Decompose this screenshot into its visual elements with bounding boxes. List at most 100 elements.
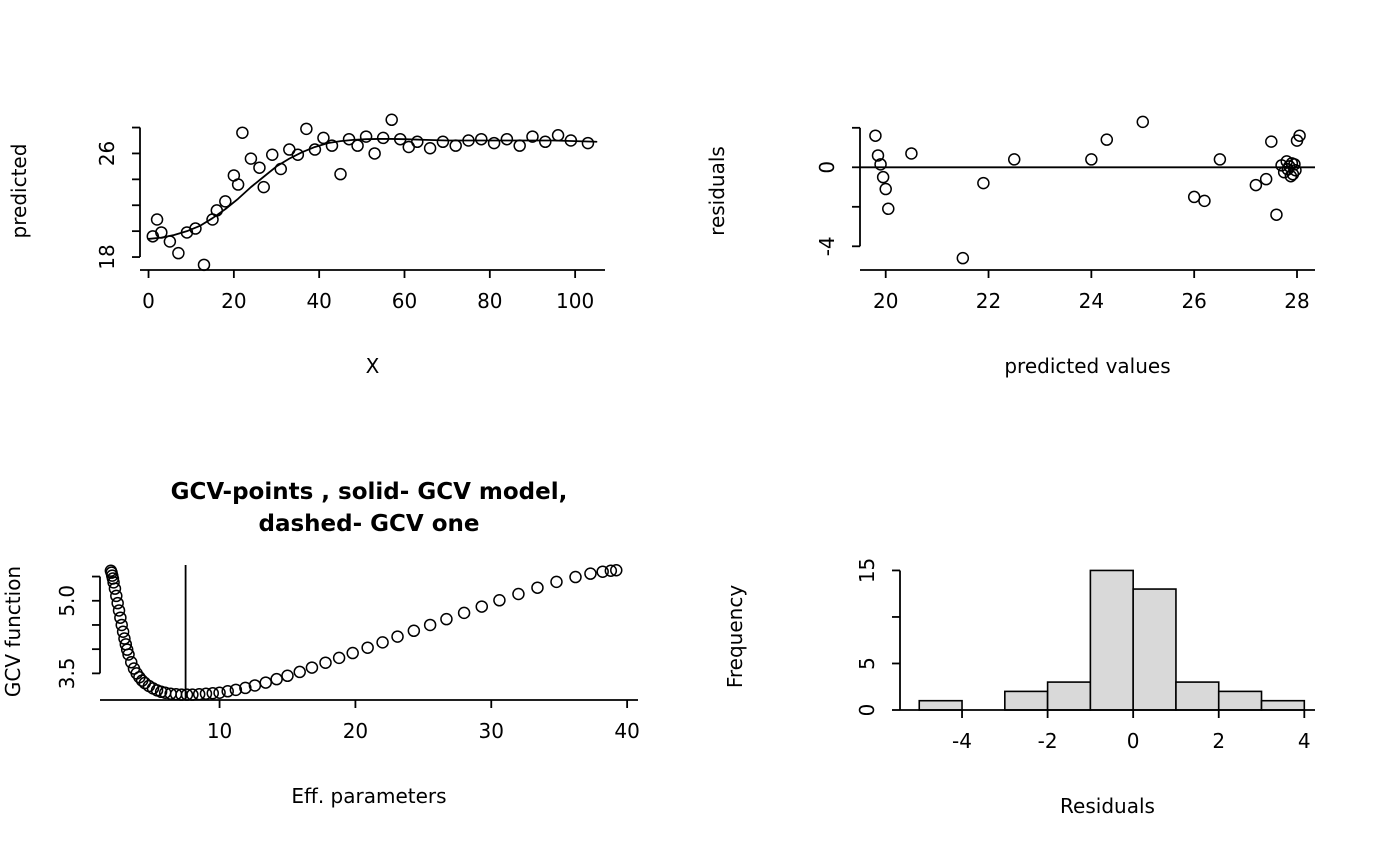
data-point [1136,115,1150,129]
data-point [253,161,266,174]
data-point [1249,178,1263,192]
data-point [1289,164,1302,177]
data-point [189,222,202,235]
data-point [219,195,232,208]
y-axis-title: Frequency [723,585,747,688]
y-tick-label: 15 [855,558,879,583]
data-point [334,167,347,181]
x-tick-label: 2 [1212,729,1225,753]
data-point [596,565,609,578]
x-tick-label: 40 [306,289,331,313]
data-point [1187,190,1201,204]
x-tick-label: 24 [1079,289,1104,313]
data-point [513,139,526,152]
data-point [108,582,122,595]
x-tick-label: 100 [556,289,594,313]
data-point [359,130,373,143]
data-point [1100,133,1114,146]
x-axis [140,269,605,278]
x-tick-label: 30 [479,719,504,743]
y-tick-label: -4 [815,236,839,256]
x-tick-label: 28 [1284,289,1309,313]
data-point [118,632,131,645]
data-point [281,669,294,683]
data-point [274,162,288,176]
data-point [457,606,471,620]
data-point [124,655,138,669]
data-point [423,142,437,155]
panel-residuals-histogram: -4 -2 0 2 4 Residuals 0 5 15 Frequency [700,433,1400,866]
data-point [244,152,258,165]
data-point [905,147,918,160]
data-points [869,115,1306,265]
data-point [1270,208,1283,221]
data-point [551,129,565,142]
data-point [172,246,185,260]
data-point [213,686,226,699]
data-point [449,139,462,152]
data-point [440,612,453,626]
histogram-bar [1046,681,1092,711]
data-point [423,618,437,632]
y-tick-label: 26 [95,141,119,166]
x-axis [100,699,638,708]
histogram-bars [918,569,1306,711]
x-tick-label: -2 [1038,729,1058,753]
data-point [610,564,623,577]
y-axis [892,569,901,711]
x-axis-title: Eff. parameters [291,784,446,808]
data-point [110,589,123,603]
x-tick-label: 10 [207,719,232,743]
panel-gcv-function: GCV-points , solid- GCV model, dashed- GC… [0,433,700,866]
data-point [111,596,124,610]
data-point [1007,153,1021,166]
x-axis [900,709,1315,718]
x-tick-label: 0 [1127,729,1140,753]
data-point [376,636,389,649]
x-axis-title: Residuals [1060,794,1155,818]
y-axis [92,575,101,675]
x-tick-label: 20 [343,719,368,743]
x-tick-label: 40 [614,719,639,743]
data-point [871,149,885,162]
data-point [1265,135,1278,148]
data-point [1259,172,1273,186]
data-point [319,656,332,669]
data-point [977,176,990,190]
data-point [332,651,346,665]
data-point [155,226,168,239]
data-point [1293,129,1306,142]
data-point [584,567,597,580]
data-point [436,135,450,149]
y-tick-label: 3.5 [55,657,79,689]
y-axis [132,126,141,258]
x-tick-label: 26 [1181,289,1206,313]
histogram-bar [1089,569,1134,711]
y-tick-label: 5 [855,657,879,670]
data-point [229,683,243,697]
histogram-bar [918,699,963,711]
data-point [500,132,514,146]
data-point [317,131,330,145]
data-point [879,182,892,196]
y-tick-label: 18 [95,244,119,269]
y-axis-title: GCV function [1,566,25,697]
y-axis-title: predicted [7,144,31,239]
data-point [531,581,544,594]
data-point [569,570,582,584]
data-point [257,180,270,194]
data-point [876,170,890,184]
data-point [293,665,306,679]
data-point [604,564,618,577]
chart-title-line: GCV-points , solid- GCV model, [171,479,568,505]
data-point [1198,194,1211,208]
data-point [581,136,595,150]
data-point [393,132,407,146]
data-point [150,213,164,226]
data-point [107,576,120,589]
x-tick-label: -4 [952,729,972,753]
smooth-fit-curve [147,138,598,240]
x-tick-label: 60 [392,289,417,313]
data-point [407,624,421,638]
